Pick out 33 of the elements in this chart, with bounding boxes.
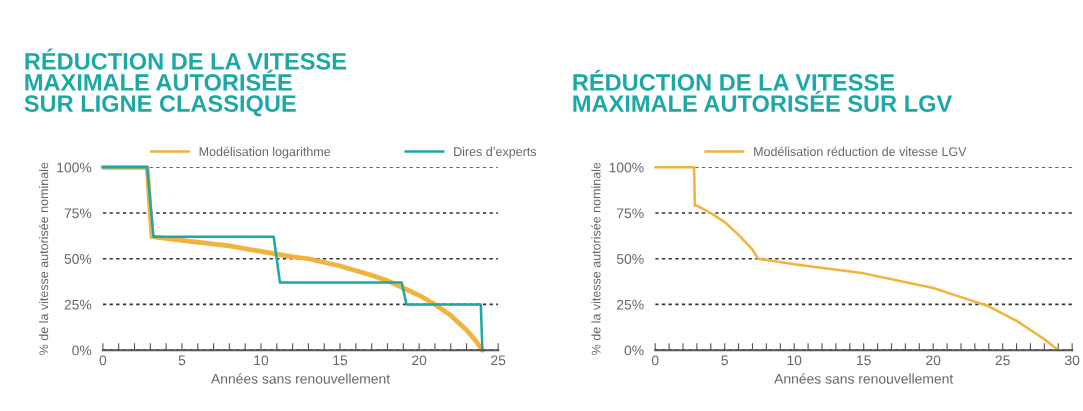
x-tick-label: 15 [333, 355, 348, 366]
y-tick-label: 75% [64, 208, 92, 219]
x-tick-label: 0 [99, 355, 107, 366]
x-tick-label: 0 [651, 355, 659, 366]
y-axis-title: % de la vitesse autorisée nominale [591, 162, 601, 355]
x-axis-title: Années sans renouvellement [774, 373, 954, 384]
y-tick-label: 0% [624, 345, 644, 356]
x-tick-label: 20 [926, 355, 941, 366]
x-tick-label: 10 [787, 355, 802, 366]
y-tick-label: 25% [64, 299, 92, 310]
x-tick-label: 10 [254, 355, 269, 366]
x-tick-label: 20 [412, 355, 427, 366]
y-tick-label: 50% [616, 254, 644, 264]
x-tick-label: 25 [995, 355, 1010, 366]
legend-label: Dires d’experts [454, 146, 537, 159]
legend-label: Modélisation réduction de vitesse LGV [754, 146, 967, 157]
y-tick-label: 75% [617, 208, 644, 219]
x-tick-label: 5 [721, 355, 728, 366]
y-tick-label: 25% [617, 299, 644, 310]
y-tick-label: 50% [64, 254, 92, 264]
x-tick-label: 5 [178, 355, 186, 366]
y-axis-title: % de la vitesse autorisée nominale [38, 162, 49, 355]
y-tick-label: 100% [609, 162, 644, 173]
y-tick-label: 0% [72, 345, 92, 356]
chart-title: RÉDUCTION DE LA VITESSE MAXIMALE AUTORISÉE SUR LGV [573, 69, 953, 112]
x-axis-title: Années sans renouvellement [211, 373, 390, 384]
chart-title: RÉDUCTION DE LA VITESSE MAXIMALE AUTORISÉE SUR LIGNE CLASSIQUE [24, 48, 347, 117]
line-series [653, 166, 1060, 352]
y-tick-label: 100% [57, 162, 92, 173]
x-tick-label: 30 [1064, 355, 1080, 366]
x-tick-label: 25 [491, 355, 506, 366]
legend-label: Modélisation logarithme [199, 146, 331, 159]
x-tick-label: 15 [857, 355, 871, 366]
